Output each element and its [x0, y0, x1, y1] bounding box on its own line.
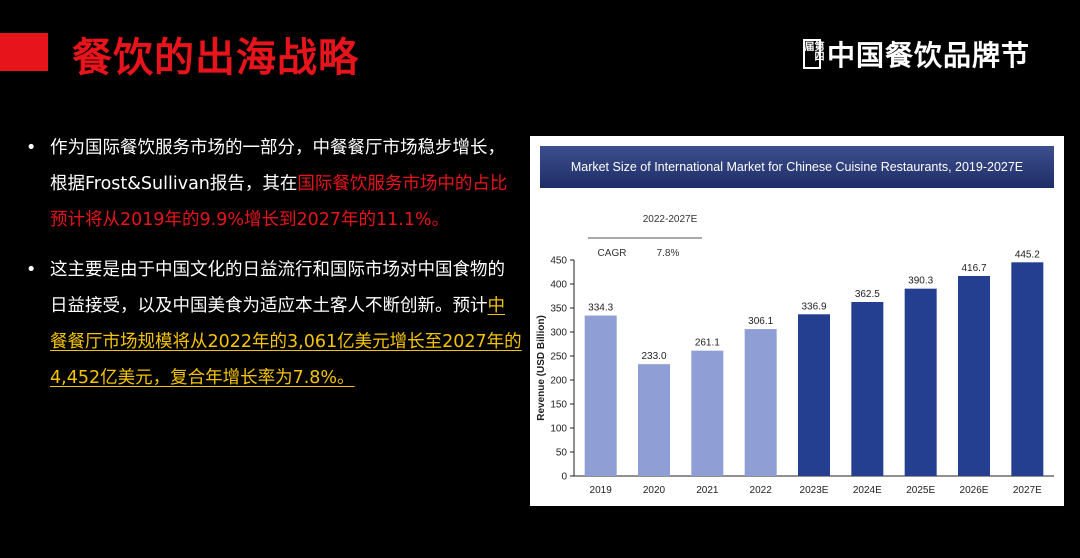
y-tick-label: 300 — [550, 328, 567, 339]
bar-value-label: 445.2 — [1015, 249, 1040, 260]
bar-2022 — [744, 329, 777, 476]
slide-title: 餐饮的出海战略 — [72, 35, 359, 81]
chart-title-bar: Market Size of International Market for … — [540, 146, 1054, 188]
y-tick-label: 100 — [550, 424, 567, 435]
x-tick-label: 2022 — [750, 485, 773, 496]
y-tick-label: 400 — [550, 280, 567, 291]
bullet-list: • 作为国际餐饮服务市场的一部分，中餐餐厅市场稳步增长，根据Frost&Sull… — [26, 130, 522, 410]
x-tick-label: 2021 — [696, 485, 719, 496]
bullet-dot: • — [26, 138, 37, 158]
bar-value-label: 233.0 — [641, 351, 666, 362]
brand-logo: 第四届 中国餐饮品牌节 — [802, 34, 1030, 74]
bar-value-label: 362.5 — [855, 289, 880, 300]
bullet-2-text: 这主要是由于中国文化的日益流行和国际市场对中国食物的日益接受，以及中国美食为适应… — [50, 260, 505, 316]
x-tick-label: 2026E — [960, 485, 989, 496]
bar-2020 — [638, 364, 670, 476]
bar-2027E — [1011, 262, 1044, 476]
bullet-1-text: 作为国际餐饮服务市场的一部分，中餐餐厅市场稳步增长，根据Frost&Sulliv… — [50, 138, 505, 194]
y-tick-label: 250 — [550, 352, 567, 363]
bullet-dot: • — [26, 260, 37, 280]
bar-2019 — [584, 315, 617, 476]
cagr-period: 2022-2027E — [643, 214, 698, 225]
bar-value-label: 261.1 — [695, 338, 720, 349]
bar-chart: 0 50 100 150 200 250 300 350 400 450 Revenue (USD … — [536, 214, 1054, 496]
y-tick-label: 50 — [556, 448, 568, 459]
chart-title: Market Size of International Market for … — [570, 160, 1024, 174]
bullet-1-highlight: 国际餐饮服务市场中的占比预计将从2019年的9.9%增长到2027年的11.1%… — [50, 174, 508, 230]
title-accent-block — [0, 33, 48, 71]
bar-2024E — [851, 302, 884, 476]
bar-2026E — [958, 275, 990, 476]
y-tick-label: 150 — [550, 400, 567, 411]
bar-2021 — [691, 350, 724, 476]
bullet-item-1: • 作为国际餐饮服务市场的一部分，中餐餐厅市场稳步增长，根据Frost&Sull… — [26, 130, 522, 238]
bar-value-label: 416.7 — [961, 263, 986, 274]
cagr-value: 7.8% — [657, 248, 680, 259]
bar-value-label: 306.1 — [748, 316, 773, 327]
cagr-label: CAGR — [598, 248, 627, 259]
bar-value-label: 390.3 — [908, 276, 933, 287]
y-tick-label: 350 — [550, 304, 567, 315]
chart-panel: Market Size of International Market for … — [530, 136, 1064, 506]
y-axis-title: Revenue (USD Billion) — [536, 315, 547, 421]
x-tick-label: 2025E — [906, 485, 935, 496]
brand-name: 中国餐饮品牌节 — [826, 39, 1030, 72]
bullet-2-highlight: 中餐餐厅市场规模将从2022年的3,061亿美元增长至2027年的4,452亿美… — [50, 296, 522, 388]
bar-value-label: 336.9 — [801, 301, 826, 312]
bar-2023E — [798, 314, 830, 476]
x-tick-label: 2024E — [853, 485, 882, 496]
y-tick-label: 200 — [550, 376, 567, 387]
bullet-item-2: • 这主要是由于中国文化的日益流行和国际市场对中国食物的日益接受，以及中国美食为… — [26, 252, 522, 396]
brand-seal: 第四届 — [802, 39, 823, 69]
x-tick-label: 2020 — [643, 485, 666, 496]
y-tick-label: 0 — [561, 472, 567, 483]
x-tick-label: 2023E — [800, 485, 829, 496]
bar-value-label: 334.3 — [588, 303, 613, 314]
x-tick-label: 2027E — [1013, 485, 1042, 496]
x-tick-label: 2019 — [590, 485, 613, 496]
bar-2025E — [904, 288, 937, 476]
y-tick-label: 450 — [550, 256, 567, 267]
